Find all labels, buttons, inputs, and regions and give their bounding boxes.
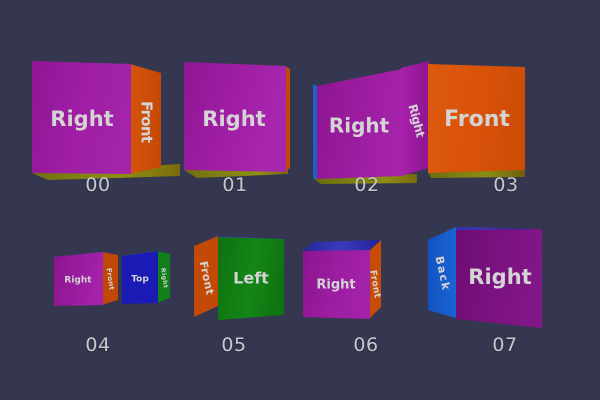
cube-04a-label-front: Front: [105, 268, 116, 292]
cube-item-07[interactable]: Back Right: [420, 224, 548, 334]
cube-05-face-front: [194, 236, 218, 317]
cube-05-face-top: [194, 236, 284, 249]
cube-04b-face-right: [157, 251, 170, 303]
cube-04a-label-right: Right: [64, 276, 92, 286]
cube-01-label-right: Right: [202, 107, 265, 131]
cube-item-00[interactable]: Right Front: [30, 60, 180, 185]
cube-06-label-front: Front: [367, 269, 382, 299]
cube-07-face-top: [428, 227, 542, 240]
cube-04a-face-front: [102, 252, 118, 305]
cube-index-02: 02: [354, 174, 380, 196]
cube-07-label-right: Right: [468, 265, 531, 289]
cube-05-face-left: [218, 237, 284, 320]
cube-03-label-front: Front: [444, 107, 510, 132]
cube-02-face-right-side: [401, 61, 429, 176]
cube-06-face-top: [303, 240, 381, 251]
cube-04a-face-top: [54, 252, 118, 260]
cube-00-label-front: Front: [138, 101, 156, 143]
cube-item-02[interactable]: Right Right: [313, 60, 443, 190]
cube-00-label-right: Right: [50, 107, 113, 131]
cube-05-label-front: Front: [197, 260, 217, 296]
cube-04b-face-top-cap: [122, 251, 170, 259]
cube-07-face-back: [428, 227, 456, 318]
cube-02-label-right-side: Right: [405, 103, 427, 140]
cube-04b-label-top: Top: [131, 275, 149, 285]
cube-07-label-back: Back: [433, 255, 453, 292]
cube-01-face-right: [184, 62, 286, 172]
cube-06-face-front: [369, 240, 381, 319]
cube-index-01: 01: [222, 174, 248, 196]
cube-02-face-right: [317, 69, 402, 179]
cube-item-06[interactable]: Right Front: [303, 237, 398, 335]
cube-00-face-right: [32, 61, 131, 174]
cube-04b-label-right: Right: [159, 268, 169, 289]
cube-01-face-front: [285, 66, 290, 172]
cube-item-01[interactable]: Right: [184, 60, 299, 185]
cube-index-04: 04: [85, 334, 111, 356]
cube-06-label-right: Right: [316, 278, 355, 293]
cube-item-05[interactable]: Front Left: [192, 232, 292, 332]
cube-index-00: 00: [85, 174, 111, 196]
cube-index-05: 05: [221, 334, 247, 356]
cube-index-06: 06: [353, 334, 379, 356]
cube-item-04[interactable]: Right Front Top Right: [46, 248, 171, 310]
cube-03-face-front: [428, 64, 525, 173]
cube-index-03: 03: [493, 174, 519, 196]
cube-02-edge-left: [313, 84, 317, 179]
cube-04a-face-right: [54, 252, 103, 306]
cube-06-face-right: [303, 250, 370, 319]
cube-00-face-front: [130, 64, 161, 174]
cube-07-face-right: [456, 229, 542, 328]
cube-item-03[interactable]: Front: [428, 58, 543, 188]
cube-index-07: 07: [492, 334, 518, 356]
cube-02-label-right: Right: [329, 114, 390, 138]
cube-05-label-left: Left: [233, 269, 269, 288]
cube-04b-face-top: [122, 251, 158, 304]
